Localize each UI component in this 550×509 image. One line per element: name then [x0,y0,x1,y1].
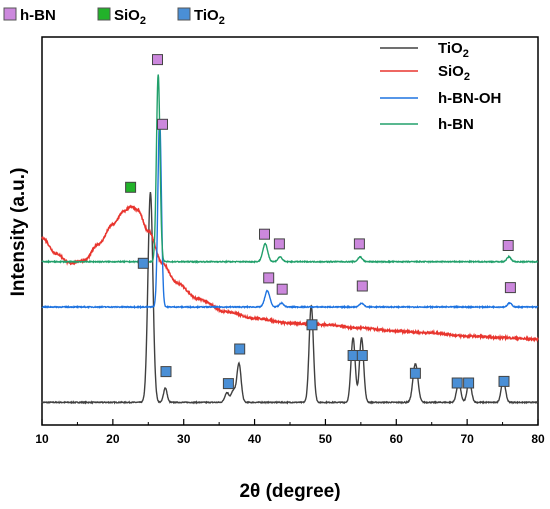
key-item-sio2: SiO2 [98,7,146,27]
legend-item-sio2: SiO2 [380,63,470,83]
peak-marker-tio2 [307,320,317,330]
legend-label-sio2: SiO2 [438,63,470,83]
tio2-key-label: TiO2 [194,7,225,27]
legend-label-hbn-oh: h-BN-OH [438,90,501,107]
legend-item-hbn-oh: h-BN-OH [380,90,501,107]
x-tick-label: 50 [319,432,333,446]
x-tick-label: 30 [177,432,191,446]
x-tick-label: 20 [106,432,120,446]
peak-marker-tio2 [161,367,171,377]
peak-marker-h-bn [505,283,515,293]
series-line-sio2 [42,206,538,340]
peak-marker-h-bn [354,239,364,249]
legend-item-tio2: TiO2 [380,40,469,60]
key-item-hbn: h-BN [4,7,56,24]
peak-marker-h-bn [274,239,284,249]
x-tick-label: 40 [248,432,262,446]
peak-marker-sio2 [126,182,136,192]
hbn-key-label: h-BN [20,7,56,24]
legend-label-tio2: TiO2 [438,40,469,60]
legend: TiO2 SiO2 h-BN-OH h-BN [380,40,501,133]
legend-label-hbn: h-BN [438,116,474,133]
x-tick-label: 10 [35,432,49,446]
x-tick-label: 70 [460,432,474,446]
hbn-key-square [4,8,16,20]
sio2-key-square [98,8,110,20]
sio2-key-label: SiO2 [114,7,146,27]
peak-marker-tio2 [223,379,233,389]
peak-marker-h-bn [260,229,270,239]
peak-marker-h-bn [357,281,367,291]
peak-marker-h-bn [153,55,163,65]
x-axis-title: 2θ (degree) [239,481,340,502]
peak-marker-h-bn [158,119,168,129]
peak-marker-h-bn [503,241,513,251]
peak-marker-tio2 [235,344,245,354]
peak-marker-tio2 [138,258,148,268]
peak-marker-h-bn [277,284,287,294]
series-line-hbn-oh [42,119,538,307]
x-tick-label: 60 [390,432,404,446]
x-axis: 10 20 30 40 50 60 70 80 [35,419,545,446]
peak-marker-tio2 [357,351,367,361]
peak-marker-h-bn [264,273,274,283]
legend-item-hbn: h-BN [380,116,474,133]
series-line-tio2 [42,192,538,403]
peak-marker-tio2 [410,368,420,378]
y-axis-title: Intensity (a.u.) [8,168,29,297]
peak-marker-tio2 [499,376,509,386]
tio2-key-square [178,8,190,20]
x-tick-label: 80 [531,432,545,446]
key-item-tio2: TiO2 [178,7,225,27]
peak-marker-tio2 [452,378,462,388]
peak-marker-tio2 [348,351,358,361]
marker-key: h-BN SiO2 TiO2 [4,7,225,27]
peak-marker-tio2 [464,378,474,388]
